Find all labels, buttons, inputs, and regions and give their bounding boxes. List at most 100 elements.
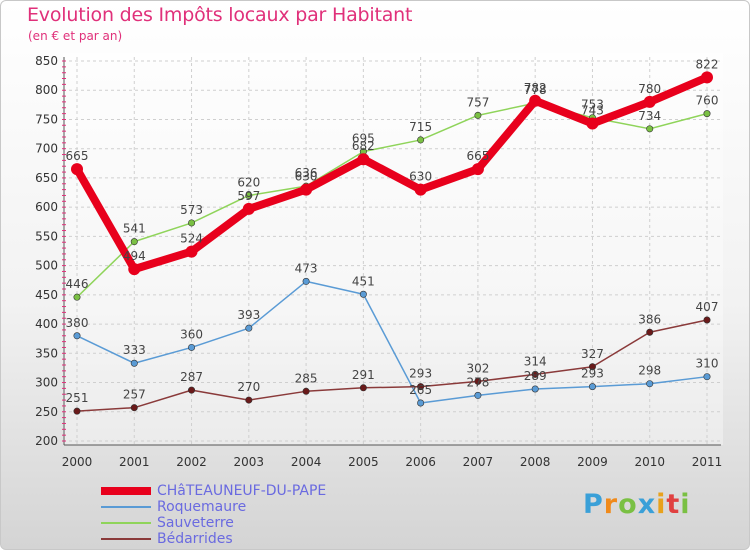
data-point [188, 219, 196, 227]
x-tick-label: 2002 [176, 455, 207, 469]
data-point [359, 290, 367, 298]
data-point [73, 293, 81, 301]
chart-title: Evolution des Impôts locaux par Habitant [27, 4, 413, 26]
data-label: 524 [180, 232, 203, 246]
data-point [474, 391, 482, 399]
data-label: 753 [581, 98, 604, 112]
data-label: 314 [524, 354, 547, 368]
data-label: 778 [524, 83, 547, 97]
y-tick-label: 500 [35, 259, 58, 273]
y-tick-label: 650 [35, 171, 58, 185]
data-label: 715 [409, 120, 432, 134]
y-tick-label: 800 [35, 83, 58, 97]
series-line-0 [73, 73, 711, 274]
data-label: 780 [638, 82, 661, 96]
y-tick-label: 400 [35, 317, 58, 331]
legend-item: Sauveterre [101, 515, 401, 531]
data-label: 386 [638, 312, 661, 326]
logo-letter: i [680, 489, 691, 520]
data-point [643, 95, 656, 108]
data-point [703, 110, 711, 118]
data-label: 451 [352, 274, 375, 288]
data-label: 333 [123, 343, 146, 357]
y-tick-label: 550 [35, 229, 58, 243]
data-point [245, 324, 253, 332]
data-point [359, 384, 367, 392]
data-label: 695 [352, 132, 375, 146]
data-point [646, 328, 654, 336]
data-label: 636 [295, 166, 318, 180]
proxiti-logo: Proxiti [583, 489, 691, 520]
legend-swatch [101, 487, 151, 495]
data-label: 760 [696, 94, 719, 108]
x-tick-label: 2003 [234, 455, 265, 469]
data-point [646, 125, 654, 133]
legend-swatch [101, 538, 151, 540]
data-point [474, 377, 482, 385]
y-tick-label: 850 [35, 54, 58, 68]
data-label: 251 [66, 391, 89, 405]
data-label: 597 [237, 189, 260, 203]
chart-subtitle: (en € et par an) [28, 29, 123, 43]
data-point [242, 202, 255, 215]
data-label: 630 [409, 170, 432, 184]
data-label: 270 [237, 380, 260, 394]
data-label: 665 [66, 149, 89, 163]
data-label: 293 [581, 367, 604, 381]
data-point [73, 407, 81, 415]
data-label: 285 [295, 371, 318, 385]
data-label: 360 [180, 327, 203, 341]
y-tick-label: 250 [35, 405, 58, 419]
data-label: 822 [696, 57, 719, 71]
data-label: 446 [66, 277, 89, 291]
data-point [531, 370, 539, 378]
x-tick-label: 2005 [348, 455, 379, 469]
legend-swatch [101, 522, 151, 524]
series-line-3 [76, 319, 708, 412]
x-tick-label: 2009 [577, 455, 608, 469]
data-label: 265 [409, 383, 432, 397]
chart-legend: CHâTEAUNEUF-DU-PAPE Roquemaure Sauveterre B… [101, 483, 401, 547]
data-point [300, 183, 313, 196]
x-tick-label: 2001 [119, 455, 150, 469]
x-tick-label: 2010 [634, 455, 665, 469]
data-point [586, 117, 599, 130]
data-label: 473 [295, 261, 318, 275]
data-label: 310 [696, 357, 719, 371]
data-point [357, 153, 370, 166]
data-point [474, 111, 482, 119]
legend-item: CHâTEAUNEUF-DU-PAPE [101, 483, 401, 499]
data-label: 291 [352, 368, 375, 382]
data-label: 380 [66, 316, 89, 330]
data-point [245, 396, 253, 404]
y-tick-label: 450 [35, 288, 58, 302]
legend-label: CHâTEAUNEUF-DU-PAPE [157, 483, 327, 499]
legend-swatch [101, 506, 151, 508]
data-point [185, 245, 198, 258]
data-label: 494 [123, 249, 146, 263]
data-point [130, 359, 138, 367]
series-line-1 [76, 280, 708, 404]
legend-label: Roquemaure [157, 499, 247, 515]
data-point [471, 163, 484, 176]
data-label: 630 [295, 170, 318, 184]
logo-letter: r [603, 489, 619, 520]
data-label: 302 [466, 361, 489, 375]
data-point [130, 404, 138, 412]
data-label: 407 [696, 300, 719, 314]
data-label: 257 [123, 388, 146, 402]
data-point [703, 316, 711, 324]
data-label: 287 [180, 370, 203, 384]
data-point [188, 343, 196, 351]
logo-letter: t [666, 489, 681, 520]
data-label: 278 [466, 375, 489, 389]
legend-label: Sauveterre [157, 515, 234, 531]
data-point [302, 277, 310, 285]
data-label: 682 [352, 139, 375, 153]
logo-letter: o [618, 489, 638, 520]
data-point [414, 183, 427, 196]
data-label: 620 [237, 175, 260, 189]
data-point [417, 136, 425, 144]
